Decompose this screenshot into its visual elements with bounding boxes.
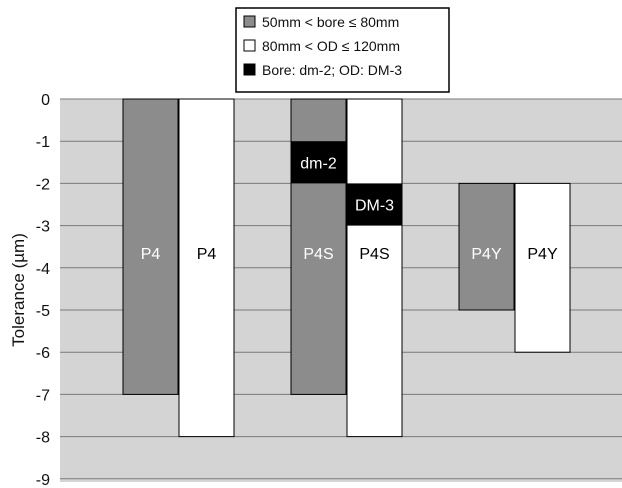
annotation-label: DM-3 — [355, 198, 394, 215]
legend: 50mm < bore ≤ 80mm 80mm < OD ≤ 120mm Bore:… — [235, 7, 450, 93]
bar-label: P4 — [141, 246, 161, 263]
bar-label: P4S — [359, 246, 389, 263]
y-tick-label: -4 — [36, 261, 50, 278]
y-tick-label: -8 — [36, 430, 50, 447]
y-tick-label: -1 — [36, 134, 50, 151]
legend-swatch — [243, 15, 256, 28]
legend-label: Bore: dm-2; OD: DM-3 — [262, 62, 402, 78]
y-axis-title: Tolerance (µm) — [9, 233, 28, 347]
y-tick-label: -3 — [36, 219, 50, 236]
annotation-box — [347, 183, 402, 226]
annotation-box — [291, 141, 346, 184]
legend-box — [235, 7, 450, 93]
legend-swatch — [243, 39, 256, 52]
bar — [346, 98, 403, 438]
y-tick-label: 0 — [41, 92, 50, 109]
bar-label: P4Y — [527, 246, 558, 263]
y-tick-label: -6 — [36, 345, 50, 362]
y-tick-label: -5 — [36, 303, 50, 320]
bar-label: P4 — [197, 246, 217, 263]
bar-label: P4Y — [471, 246, 502, 263]
legend-items: 50mm < bore ≤ 80mm 80mm < OD ≤ 120mm Bore:… — [243, 14, 402, 78]
annotations: dm-2 DM-3 — [291, 141, 402, 226]
y-tick-label: -9 — [36, 472, 50, 488]
y-axis-ticks: 0 -1 -2 -3 -4 -5 -6 -7 -8 -9 — [36, 92, 50, 488]
y-tick-label: -2 — [36, 176, 50, 193]
annotation-label: dm-2 — [300, 155, 337, 172]
legend-swatch — [243, 63, 256, 76]
bar-label: P4S — [303, 246, 333, 263]
bar — [458, 182, 515, 311]
bar — [514, 182, 571, 353]
bar — [122, 98, 179, 395]
legend-label: 80mm < OD ≤ 120mm — [262, 38, 400, 54]
legend-label: 50mm < bore ≤ 80mm — [262, 14, 399, 30]
y-tick-label: -7 — [36, 387, 50, 404]
bar — [178, 98, 235, 438]
